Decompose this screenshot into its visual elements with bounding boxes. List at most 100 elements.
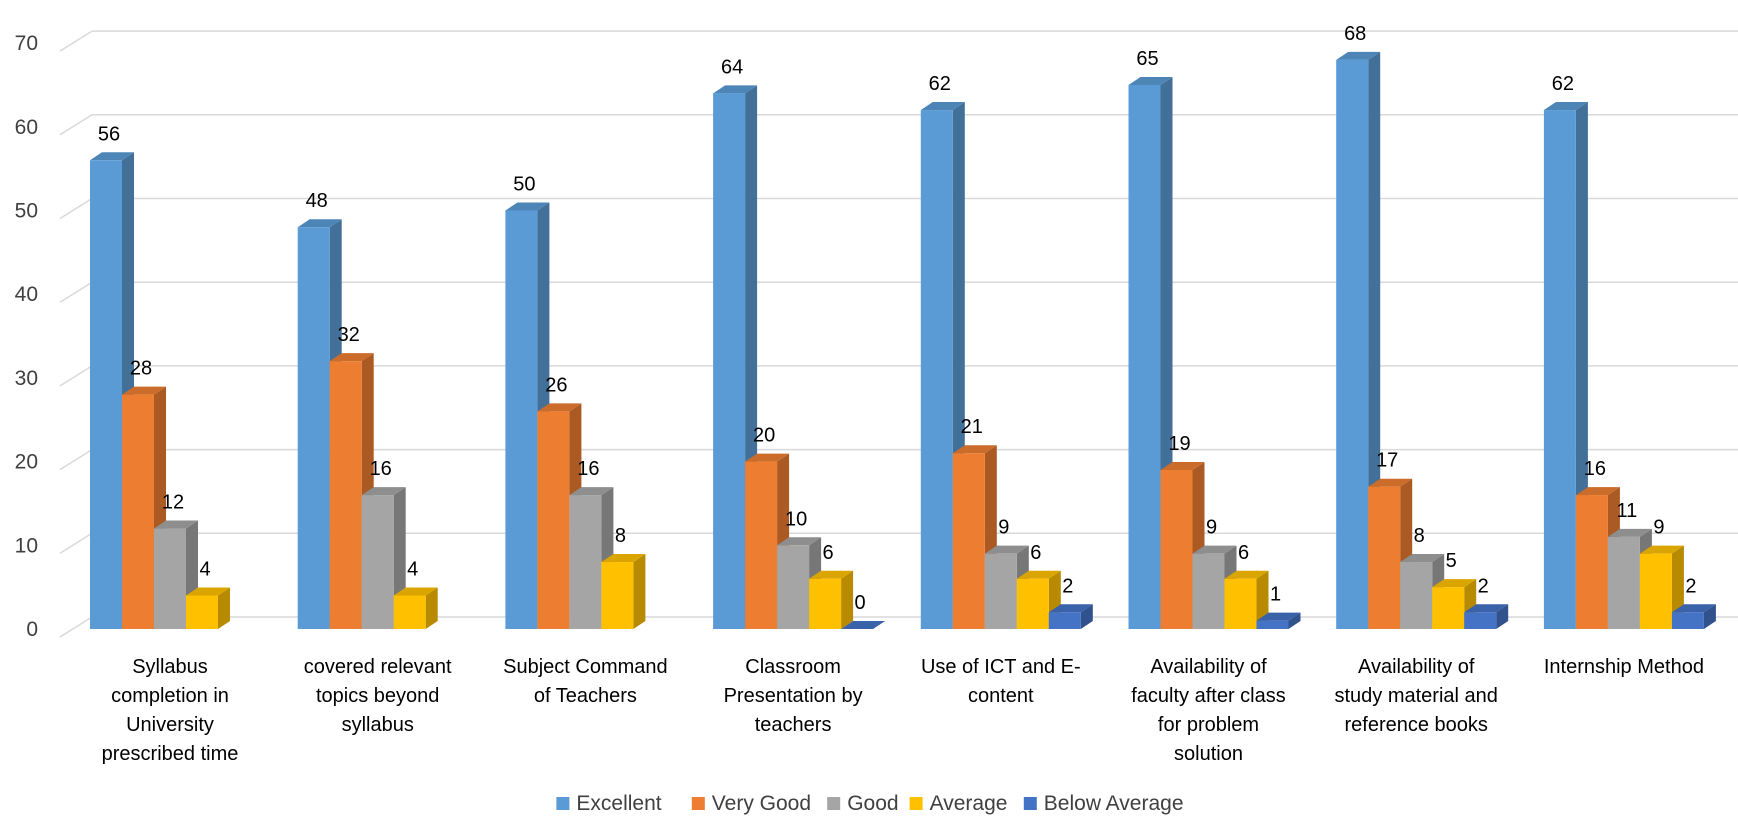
- bar-top: [1128, 76, 1173, 85]
- category-label: Use of ICT and E-content: [921, 656, 1081, 707]
- category-label-line: Internship Method: [1544, 656, 1704, 678]
- bar-front: [505, 210, 538, 629]
- gridline-diagonal: [59, 281, 93, 303]
- legend-label: Good: [847, 792, 898, 815]
- bar-front: [393, 595, 426, 629]
- category-label-line: Subject Command: [503, 656, 668, 678]
- bar-top: [1224, 570, 1269, 579]
- data-label: 5: [1446, 550, 1457, 572]
- bar-side: [1496, 604, 1509, 629]
- bar: [1048, 604, 1093, 629]
- category-label-line: study material and: [1334, 685, 1497, 707]
- bar-top: [1256, 612, 1301, 621]
- bar-front: [1607, 536, 1640, 629]
- y-axis-ticks: 0 10 20 30 40 50 60 70: [15, 32, 38, 641]
- bar-front: [713, 93, 746, 629]
- bar-top: [154, 520, 198, 529]
- legend-label: Excellent: [576, 792, 661, 815]
- bar-side: [1703, 604, 1716, 629]
- gridline-diagonal: [59, 114, 93, 136]
- data-label: 26: [545, 374, 567, 396]
- bar-front: [1400, 562, 1433, 629]
- legend-item: Average: [909, 792, 1007, 815]
- bar: [1432, 579, 1477, 629]
- bar-top: [505, 202, 550, 211]
- data-label: 6: [1030, 542, 1041, 564]
- data-label: 62: [1552, 73, 1574, 95]
- bar: [1224, 570, 1269, 629]
- data-label: 16: [1584, 458, 1606, 480]
- y-tick-label: 60: [15, 116, 38, 139]
- legend-swatch: [909, 797, 923, 810]
- data-label: 2: [1478, 575, 1489, 597]
- gridline-diagonal: [59, 448, 93, 471]
- legend-item: Good: [827, 792, 899, 815]
- bar-top: [1336, 51, 1381, 60]
- category-label-line: reference books: [1344, 714, 1487, 736]
- data-label: 2: [1062, 575, 1073, 597]
- bar-front: [1192, 553, 1225, 629]
- bar-front: [1543, 110, 1576, 629]
- gridline-diagonal: [59, 532, 93, 554]
- category-label-line: content: [968, 685, 1034, 707]
- bar-front: [745, 461, 778, 629]
- bar-top: [1016, 570, 1061, 579]
- bar-top: [537, 403, 582, 412]
- data-label: 8: [615, 525, 626, 547]
- bar-front: [1160, 469, 1193, 629]
- y-tick-label: 10: [15, 534, 38, 557]
- bar-top: [1464, 604, 1509, 613]
- bar-top: [1543, 102, 1588, 111]
- bar-front: [1368, 486, 1401, 629]
- bar-top: [1639, 545, 1684, 554]
- bars: [90, 51, 1716, 630]
- data-label: 56: [98, 123, 120, 145]
- bar: [841, 621, 886, 629]
- bar-front: [1575, 495, 1608, 629]
- bar-top: [186, 587, 230, 596]
- y-tick-label: 30: [15, 367, 38, 390]
- bar-side: [841, 570, 854, 629]
- category-label-line: covered relevant: [304, 656, 452, 678]
- category-label-line: for problem: [1158, 714, 1259, 736]
- bar: [1256, 612, 1301, 629]
- legend-swatch: [827, 797, 841, 810]
- bar: [1464, 604, 1509, 629]
- bar-top: [601, 554, 646, 563]
- bar-top: [1400, 554, 1445, 563]
- gridline-diagonal: [59, 365, 93, 387]
- data-label: 19: [1168, 433, 1190, 455]
- bar-front: [329, 361, 362, 629]
- gridline-diagonal: [59, 197, 93, 220]
- bar-top: [841, 621, 886, 629]
- bar-front: [1432, 587, 1465, 629]
- bar-top: [984, 545, 1029, 554]
- bar-front: [952, 453, 985, 629]
- legend-swatch: [691, 797, 705, 810]
- y-tick-label: 50: [15, 200, 38, 223]
- data-label: 9: [1206, 517, 1217, 539]
- category-label-line: solution: [1174, 743, 1243, 765]
- category-labels: Syllabus completion in University prescribe…: [102, 656, 1704, 765]
- legend-label: Very Good: [712, 792, 811, 815]
- bar-front: [984, 553, 1017, 629]
- bar-top: [920, 102, 965, 111]
- bar: [393, 587, 438, 629]
- bar-front: [920, 110, 953, 629]
- category-label-line: faculty after class: [1131, 685, 1286, 707]
- bar-front: [1256, 620, 1289, 629]
- category-label: covered relevant topics beyond syllabus: [304, 656, 452, 736]
- bar-top: [1671, 604, 1716, 613]
- data-label: 32: [338, 324, 360, 346]
- category-label-line: Presentation by: [724, 685, 863, 707]
- category-label: Syllabus completion in University prescribe…: [102, 656, 239, 765]
- data-label: 4: [199, 559, 210, 581]
- bar-top: [745, 453, 790, 462]
- bar-top: [1192, 545, 1237, 554]
- y-tick-label: 20: [15, 451, 38, 474]
- bar: [122, 386, 166, 629]
- bar-front: [537, 411, 570, 629]
- gridline-diagonal: [59, 30, 93, 52]
- category-label-line: Syllabus: [132, 656, 208, 678]
